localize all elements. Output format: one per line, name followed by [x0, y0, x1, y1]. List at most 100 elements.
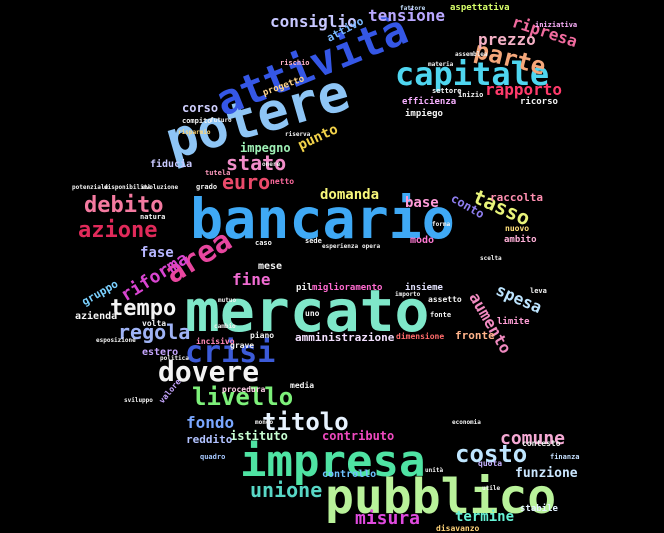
word-capitale: capitale: [395, 55, 550, 93]
word-debito: debito: [84, 193, 164, 218]
word-onere: onere: [262, 161, 281, 168]
word-crisi: crisi: [185, 335, 276, 370]
word-fine: fine: [232, 270, 271, 289]
word-esperienza: esperienza: [322, 243, 359, 250]
word-efficienza: efficienza: [402, 97, 457, 107]
word-aspettativa: aspettativa: [450, 3, 510, 13]
word-compito: compito: [182, 117, 212, 125]
word-amministrazione: amministrazione: [295, 331, 395, 344]
word-istituto: istituto: [230, 429, 288, 443]
word-politica: politica: [160, 355, 189, 362]
word-fonte: fonte: [430, 311, 452, 319]
word-base: base: [405, 195, 439, 211]
word-azione: azione: [78, 218, 158, 243]
word-risparmio: risparmio: [178, 129, 211, 136]
word-tutela: tutela: [205, 169, 231, 177]
word-inizio: inizio: [458, 91, 484, 99]
word-finanza: finanza: [550, 453, 580, 461]
word-settore: settore: [432, 87, 462, 95]
word-futuro: futuro: [210, 117, 232, 124]
word-livello: livello: [192, 383, 294, 411]
word-euro: euro: [222, 170, 271, 194]
word-quota: quota: [478, 459, 503, 468]
word-bancario: bancario: [190, 187, 455, 251]
word-pil: pil: [296, 283, 313, 293]
word-netto: netto: [270, 177, 295, 186]
word-iniziativa: iniziativa: [535, 21, 578, 29]
word-reddito: reddito: [186, 433, 233, 446]
word-fase: fase: [140, 245, 174, 261]
word-riserva: riserva: [285, 131, 311, 138]
word-impiego: impiego: [405, 109, 443, 119]
word-economia: economia: [452, 419, 481, 426]
word-fronte: fronte: [455, 329, 495, 342]
word-sede: sede: [305, 237, 322, 245]
word-stabile: stabile: [520, 504, 558, 514]
word-tempo: tempo: [110, 296, 177, 321]
word-disponibilita: disponibilità: [104, 184, 151, 191]
word-raccolta: raccolta: [490, 191, 543, 204]
word-impresa: impresa: [240, 436, 426, 487]
word-nuovo: nuovo: [505, 224, 530, 233]
word-dimensione: dimensione: [396, 332, 445, 341]
word-dovere: dovere: [158, 355, 260, 388]
word-uno: uno: [305, 309, 320, 318]
word-titolo: titolo: [262, 408, 349, 436]
word-pubblico: pubblico: [325, 469, 557, 525]
word-tensione: tensione: [368, 6, 446, 25]
word-media: media: [290, 381, 315, 390]
word-contesto: contesto: [522, 439, 561, 448]
word-forma: forma: [432, 221, 451, 228]
word-unita: unità: [425, 467, 444, 474]
word-impegno: impegno: [240, 141, 291, 155]
word-estero: estero: [142, 347, 179, 358]
word-misura: misura: [355, 508, 421, 529]
word-ambito: ambito: [504, 235, 537, 245]
word-mutuo: mutuo: [218, 297, 237, 304]
word-grave: grave: [230, 341, 255, 350]
word-quadro: quadro: [200, 453, 226, 461]
word-materia: materia: [428, 61, 454, 68]
word-regola: regola: [118, 320, 191, 344]
word-assemblea: assemblea: [455, 51, 488, 58]
word-potenziale: potenziale: [72, 184, 109, 191]
word-natura: natura: [140, 213, 166, 221]
word-prezzo: prezzo: [478, 30, 536, 49]
word-esposizione: esposizione: [96, 337, 136, 344]
word-contributo: contributo: [322, 429, 395, 443]
word-costo: costo: [455, 440, 528, 468]
word-insieme: insieme: [405, 283, 443, 293]
word-limite: limite: [497, 317, 530, 327]
word-assetto: assetto: [428, 295, 462, 304]
word-grado: grado: [196, 183, 218, 191]
word-mercato: mercato: [185, 277, 430, 345]
word-disavanzo: disavanzo: [436, 524, 480, 533]
word-importo: importo: [395, 291, 421, 298]
word-mese: mese: [258, 261, 283, 272]
word-caso: caso: [255, 239, 272, 247]
word-comune: comune: [500, 428, 566, 449]
word-scelta: scelta: [480, 255, 502, 262]
word-piano: piano: [250, 331, 275, 340]
word-azienda: azienda: [75, 311, 118, 322]
word-procedura: procedura: [222, 385, 266, 394]
word-corso: corso: [182, 101, 219, 115]
word-utile: utile: [482, 485, 501, 492]
word-incisivo: incisivo: [196, 337, 235, 346]
word-leva: leva: [530, 287, 547, 295]
word-funzione: funzione: [515, 466, 578, 481]
word-cambio: cambio: [214, 323, 236, 330]
word-volta: volta: [142, 319, 167, 328]
word-opera: opera: [362, 243, 381, 250]
word-controllo: controllo: [322, 469, 377, 480]
word-fiducia: fiducia: [150, 159, 193, 170]
word-termine: termine: [455, 509, 515, 525]
word-fattore: fattore: [400, 5, 426, 12]
word-fondo: fondo: [186, 413, 235, 432]
word-consiglio: consiglio: [270, 12, 357, 31]
word-evoluzione: evoluzione: [142, 184, 179, 191]
word-unione: unione: [250, 478, 323, 502]
word-rapporto: rapporto: [485, 80, 563, 99]
word-modo: modo: [410, 235, 435, 246]
